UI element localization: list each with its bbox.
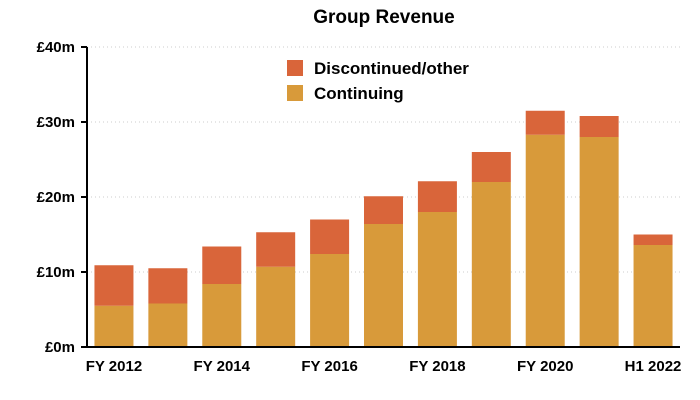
x-tick-label: FY 2012 [86, 358, 142, 375]
bar-discontinued-other-fy-2013 [148, 268, 188, 304]
bar-continuing-fy-2012 [94, 305, 134, 347]
bar-discontinued-other-fy-2015 [256, 232, 296, 267]
x-tick-label: FY 2020 [517, 358, 573, 375]
chart-title: Group Revenue [313, 7, 454, 28]
bar-discontinued-other-fy-2012 [94, 265, 134, 306]
bar-continuing-fy-2017 [364, 224, 403, 347]
bar-discontinued-other-fy-2019 [471, 152, 511, 182]
y-tick-label: £10m [37, 264, 75, 281]
bar-discontinued-other-fy-2014 [202, 246, 242, 284]
legend-swatch [287, 60, 303, 76]
x-axis: FY 2012 FY 2014 FY 2016 FY 2018 FY 2020 H1 20… [86, 346, 682, 375]
bar-discontinued-other-fy-2017 [364, 196, 403, 224]
bar-continuing-fy-2021 [579, 137, 619, 347]
bar-discontinued-other-fy-2016 [310, 219, 350, 254]
legend: Discontinued/other Continuing [287, 59, 469, 103]
y-tick-label: £40m [37, 39, 75, 56]
x-tick-label: FY 2016 [301, 358, 357, 375]
legend-label: Continuing [314, 84, 404, 103]
bar-continuing-fy-2015 [256, 266, 296, 347]
x-tick-label: FY 2018 [409, 358, 465, 375]
legend-label: Discontinued/other [314, 59, 469, 78]
x-tick-label: H1 2022 [625, 358, 682, 375]
bar-continuing-fy-2018 [417, 212, 457, 347]
y-tick-label: £20m [37, 189, 75, 206]
bar-discontinued-other-fy-2020 [525, 110, 565, 135]
bar-continuing-fy-2020 [525, 134, 565, 347]
legend-swatch [287, 85, 303, 101]
bar-continuing-h1-2022 [633, 245, 673, 347]
bar-continuing-fy-2016 [310, 254, 350, 347]
x-tick-label: FY 2014 [194, 358, 251, 375]
y-tick-label: £30m [37, 114, 75, 131]
bars [94, 110, 673, 347]
bar-discontinued-other-fy-2018 [417, 181, 457, 212]
bar-discontinued-other-h1-2022 [633, 234, 673, 245]
bar-continuing-fy-2014 [202, 284, 242, 347]
y-tick-label: £0m [45, 339, 75, 356]
bar-continuing-fy-2013 [148, 303, 188, 347]
bar-continuing-fy-2019 [471, 182, 511, 347]
bar-discontinued-other-fy-2021 [579, 116, 619, 137]
y-axis: £0m £10m £20m £30m £40m [37, 39, 88, 356]
